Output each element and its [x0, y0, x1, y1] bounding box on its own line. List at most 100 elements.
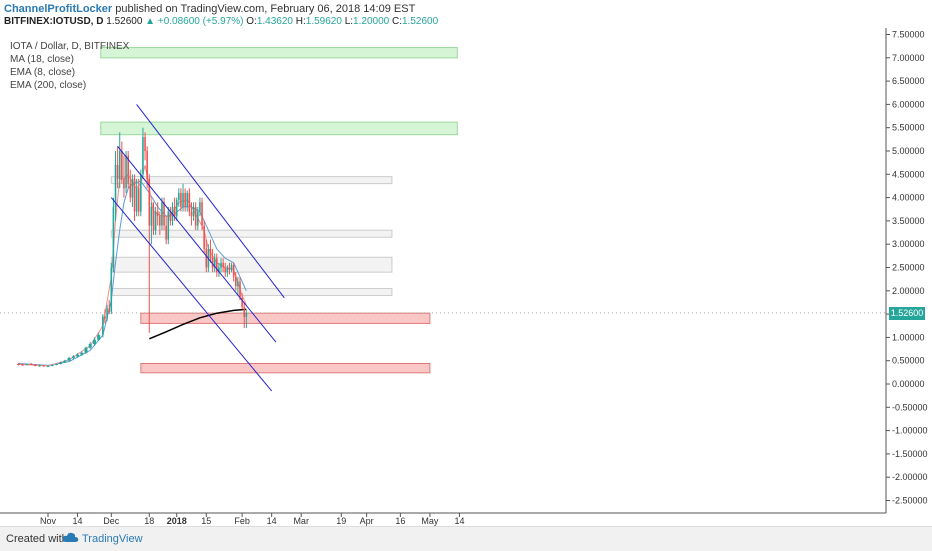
- candle-body-65: [197, 211, 199, 226]
- ma18-line: [18, 180, 247, 366]
- candle-body-40: [144, 137, 146, 151]
- candle-body-15: [80, 352, 84, 355]
- candle-body-7: [46, 365, 50, 367]
- candle-body-47: [159, 216, 161, 226]
- zones-layer: [100, 47, 458, 374]
- candle-body-54: [173, 206, 176, 217]
- x-tick-label-10: Apr: [360, 516, 374, 526]
- candle-body-29: [121, 151, 123, 179]
- zone-red-6: [140, 312, 431, 324]
- x-tick-label-0: Nov: [40, 516, 57, 526]
- candle-body-68: [203, 225, 205, 249]
- open-value: 1.43620: [256, 16, 293, 27]
- candle-body-0: [16, 363, 20, 365]
- candle-body-64: [194, 206, 197, 226]
- y-tick-label-4: 5.50000: [892, 123, 925, 133]
- channel-line-2: [110, 197, 273, 392]
- candle-body-35: [133, 178, 136, 212]
- candle-body-6: [42, 365, 46, 367]
- candle-body-72: [211, 258, 214, 268]
- candle-body-9: [54, 363, 58, 365]
- candle-body-13: [71, 356, 75, 358]
- candle-body-75: [218, 267, 220, 273]
- x-tick-label-8: Mar: [293, 516, 309, 526]
- candle-body-33: [129, 183, 132, 198]
- chart-legend: IOTA / Dollar, D, BITFINEX MA (18, close…: [10, 40, 129, 92]
- candle-body-17: [88, 343, 92, 348]
- candle-body-10: [59, 362, 63, 364]
- candle-body-3: [29, 363, 33, 365]
- high-value: 1.59620: [305, 16, 342, 27]
- candle-body-85: [239, 281, 241, 298]
- zone-gray-3: [110, 229, 393, 238]
- candle-body-42: [148, 178, 151, 226]
- candle-body-56: [178, 192, 180, 200]
- published-text: published on TradingView.com, February 0…: [112, 3, 416, 15]
- up-arrow-icon: ▲: [145, 16, 156, 27]
- candle-body-20: [102, 316, 104, 336]
- candle-body-60: [186, 192, 189, 207]
- x-tick-label-13: 14: [454, 516, 464, 526]
- open-label: O:: [246, 16, 257, 27]
- x-tick-label-6: Feb: [234, 516, 250, 526]
- y-tick-label-16: -0.50000: [892, 402, 928, 412]
- tradingview-brand-link[interactable]: TradingView: [82, 533, 143, 545]
- candle-body-21: [104, 316, 106, 319]
- candle-body-1: [21, 364, 25, 366]
- candle-body-27: [116, 164, 119, 179]
- candle-body-12: [67, 357, 71, 361]
- candle-body-22: [106, 308, 108, 319]
- candle-body-66: [199, 202, 201, 212]
- candle-body-62: [190, 211, 193, 217]
- author-link[interactable]: ChannelProfitLocker: [4, 3, 113, 15]
- high-label: H:: [295, 16, 306, 27]
- candle-body-38: [140, 174, 142, 212]
- y-tick-label-17: -1.00000: [892, 426, 928, 436]
- price-chart[interactable]: 7.50000 7.00000 6.50000 6.00000 5.50000 5.000…: [0, 0, 932, 526]
- candle-body-25: [112, 206, 115, 268]
- candle-body-11: [63, 360, 67, 363]
- candle-body-18: [92, 339, 96, 344]
- tradingview-cloud-icon[interactable]: [62, 532, 80, 547]
- candle-body-79: [226, 267, 229, 273]
- candle-body-71: [209, 248, 212, 259]
- candle-body-16: [84, 347, 88, 353]
- y-tick-label-10: 2.50000: [892, 263, 925, 273]
- legend-ma18[interactable]: MA (18, close): [10, 54, 74, 65]
- candles-layer: [16, 127, 248, 368]
- candle-body-76: [220, 262, 222, 268]
- zone-gray-5: [110, 287, 393, 296]
- candle-body-41: [146, 151, 148, 179]
- channel-line-0: [136, 104, 285, 299]
- candle-body-14: [76, 354, 80, 357]
- legend-ema8[interactable]: EMA (8, close): [10, 67, 76, 78]
- y-tick-label-1: 7.00000: [892, 53, 925, 63]
- candle-body-8: [50, 364, 54, 366]
- candle-body-46: [156, 211, 159, 217]
- candle-body-57: [180, 192, 182, 207]
- x-tick-label-12: May: [421, 516, 439, 526]
- candle-body-26: [114, 164, 117, 207]
- candle-body-34: [131, 178, 134, 198]
- y-tick-label-6: 4.50000: [892, 169, 925, 179]
- x-tick-label-1: 14: [73, 516, 83, 526]
- candle-body-82: [232, 265, 235, 277]
- zone-gray-4: [110, 256, 393, 273]
- publish-line: ChannelProfitLocker published on Trading…: [4, 3, 415, 15]
- legend-ema200[interactable]: EMA (200, close): [10, 80, 87, 91]
- candle-body-31: [125, 155, 127, 189]
- y-tick-label-11: 2.00000: [892, 286, 925, 296]
- candle-body-32: [127, 155, 129, 184]
- close-label: C:: [391, 16, 402, 27]
- y-tick-label-8: 3.50000: [892, 216, 925, 226]
- low-label: L:: [344, 16, 354, 27]
- candle-body-52: [169, 211, 172, 221]
- candle-body-67: [201, 202, 203, 226]
- candle-body-83: [234, 276, 237, 287]
- last-price: 1.52600: [106, 16, 143, 27]
- low-value: 1.20000: [353, 16, 390, 27]
- candle-body-4: [33, 364, 37, 366]
- y-tick-label-18: -1.50000: [892, 449, 928, 459]
- candle-body-78: [224, 267, 227, 273]
- x-tick-label-4: 2018: [167, 516, 187, 526]
